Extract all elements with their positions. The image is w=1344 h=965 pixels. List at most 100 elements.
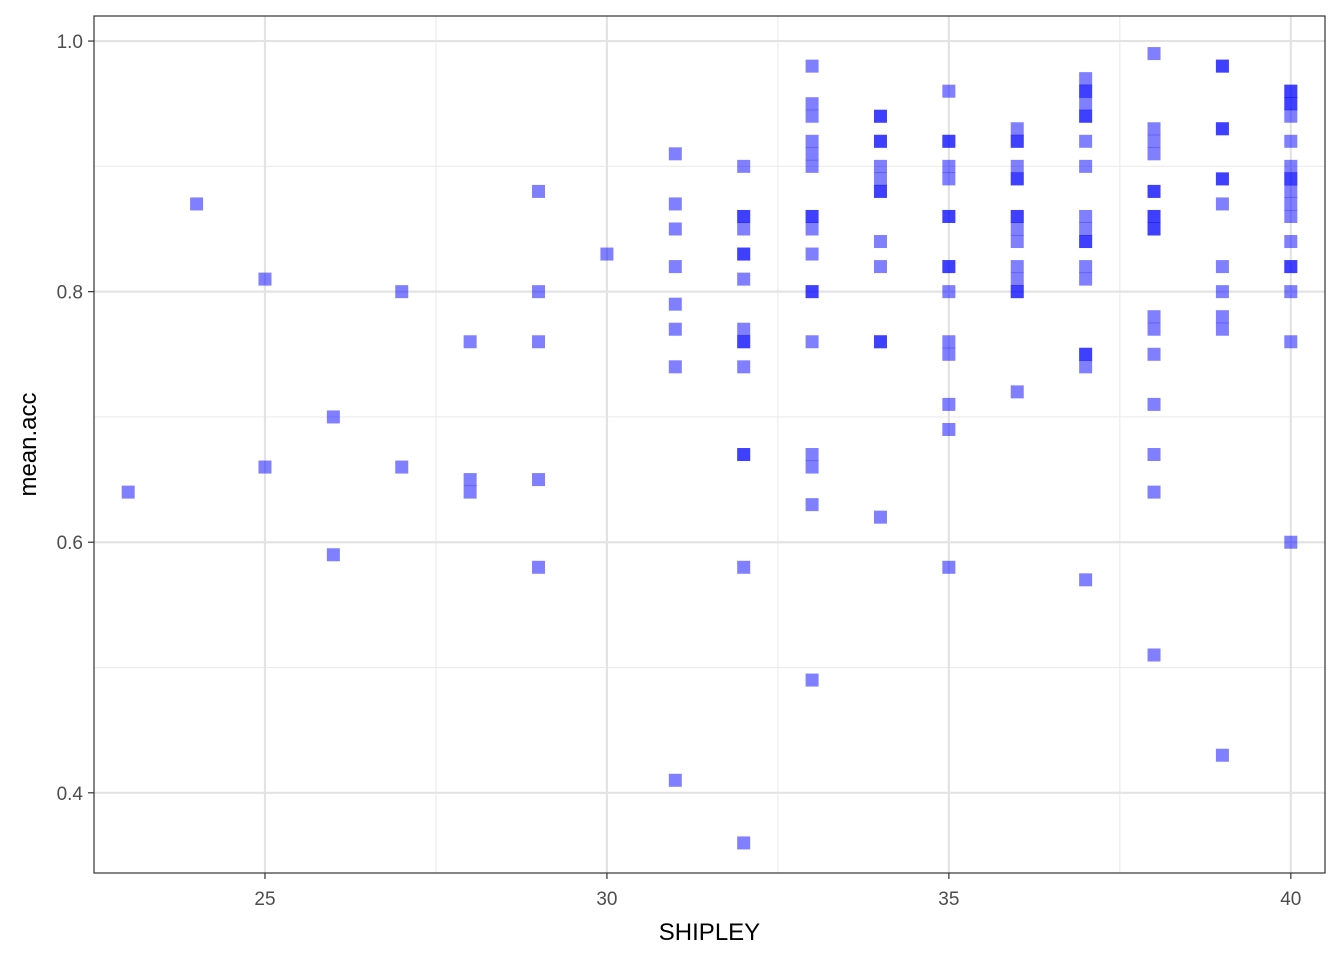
data-point [737, 222, 751, 236]
data-point [805, 285, 819, 299]
data-point [1010, 385, 1024, 399]
data-point [532, 184, 546, 198]
data-point [873, 235, 887, 249]
data-point [1010, 134, 1024, 148]
data-point [942, 335, 956, 349]
data-point [395, 285, 409, 299]
data-point [1079, 272, 1093, 286]
data-point [1079, 347, 1093, 361]
data-point [737, 247, 751, 261]
data-point [1010, 260, 1024, 274]
data-point [805, 335, 819, 349]
data-point [737, 560, 751, 574]
data-point [668, 297, 682, 311]
x-tick-label: 40 [1280, 889, 1301, 910]
y-tick-label: 1.0 [57, 32, 83, 53]
data-point [1215, 748, 1229, 762]
data-point [873, 109, 887, 123]
data-point [258, 460, 272, 474]
data-point [805, 222, 819, 236]
data-point [737, 209, 751, 223]
data-point [532, 285, 546, 299]
data-point [873, 172, 887, 186]
y-tick-label: 0.8 [57, 283, 83, 304]
x-axis: 25 30 35 40 [254, 873, 1301, 910]
data-point [463, 335, 477, 349]
data-point [1079, 235, 1093, 249]
data-point [737, 836, 751, 850]
data-point [805, 460, 819, 474]
data-point [1284, 109, 1298, 123]
data-point [1215, 197, 1229, 211]
y-tick-label: 0.6 [57, 533, 83, 554]
data-point [1010, 172, 1024, 186]
data-point [532, 473, 546, 487]
data-point [1284, 134, 1298, 148]
data-point [1147, 147, 1161, 161]
data-point [737, 159, 751, 173]
data-point [532, 335, 546, 349]
plot-panel-border [93, 15, 1326, 874]
data-point [1284, 335, 1298, 349]
data-point [463, 485, 477, 499]
data-point [1284, 260, 1298, 274]
data-point [1284, 535, 1298, 549]
data-point [873, 184, 887, 198]
data-point [1079, 260, 1093, 274]
minor-gridlines [93, 16, 1325, 873]
data-point [805, 147, 819, 161]
y-axis: 0.4 0.6 0.8 1.0 [57, 32, 94, 805]
data-point [668, 773, 682, 787]
data-point [1079, 97, 1093, 111]
x-axis-title: SHIPLEY [659, 919, 760, 946]
data-point [1215, 59, 1229, 73]
data-point [1147, 134, 1161, 148]
data-point [1284, 172, 1298, 186]
data-point [668, 147, 682, 161]
data-point [1010, 235, 1024, 249]
data-point [1079, 573, 1093, 587]
data-point [1147, 485, 1161, 499]
data-point [1215, 322, 1229, 336]
x-tick-label: 25 [254, 889, 275, 910]
data-point [1147, 448, 1161, 462]
data-point [805, 247, 819, 261]
data-point [942, 422, 956, 436]
data-point [1215, 122, 1229, 136]
data-point [873, 134, 887, 148]
data-point [1284, 84, 1298, 98]
data-point [942, 84, 956, 98]
data-point [1215, 260, 1229, 274]
data-point [1079, 109, 1093, 123]
data-point [1079, 72, 1093, 86]
data-point [532, 560, 546, 574]
data-point [1284, 285, 1298, 299]
x-tick-label: 35 [938, 889, 959, 910]
data-point [258, 272, 272, 286]
data-point [942, 560, 956, 574]
data-point [942, 159, 956, 173]
data-point [1079, 159, 1093, 173]
data-point [1284, 209, 1298, 223]
data-point [668, 360, 682, 374]
data-point [1215, 285, 1229, 299]
data-point [873, 260, 887, 274]
data-point [600, 247, 614, 261]
data-point [737, 448, 751, 462]
data-point [326, 548, 340, 562]
data-point [1147, 184, 1161, 198]
data-point [1147, 47, 1161, 61]
data-point [1010, 159, 1024, 173]
data-point [942, 172, 956, 186]
data-point [942, 260, 956, 274]
data-point [1215, 310, 1229, 324]
data-point [1284, 97, 1298, 111]
data-point [873, 159, 887, 173]
data-point [1010, 122, 1024, 136]
x-tick-label: 30 [596, 889, 617, 910]
data-point [737, 272, 751, 286]
data-point [1079, 222, 1093, 236]
data-point [1079, 209, 1093, 223]
data-point [873, 510, 887, 524]
